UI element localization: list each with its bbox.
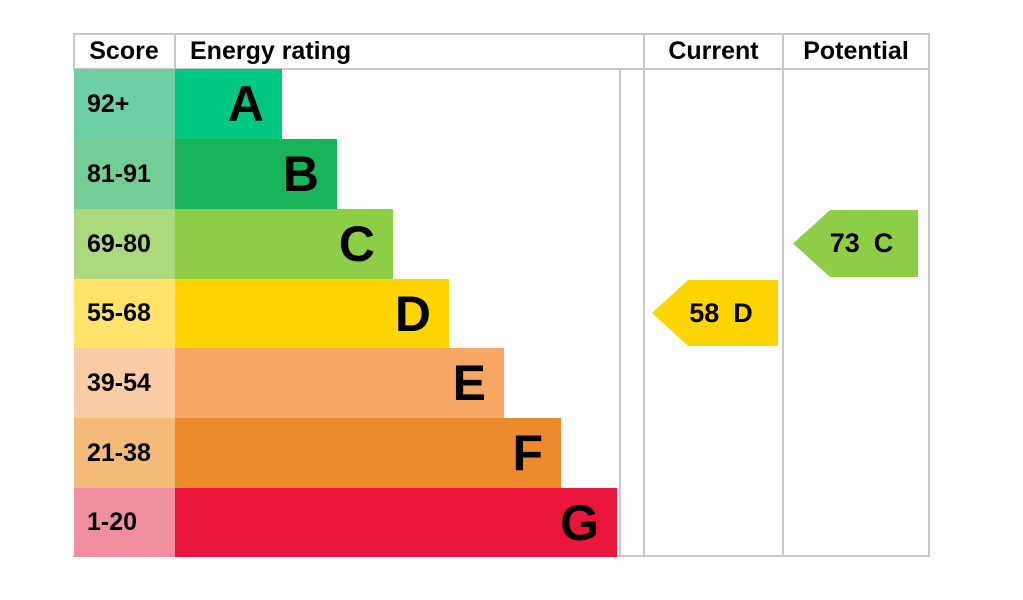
band-letter: F: [512, 425, 543, 481]
header-bottom-border: [73, 68, 930, 70]
score-range-label: 1-20: [87, 508, 138, 536]
score-column-divider: [174, 33, 176, 70]
current-rating-value: 58: [689, 297, 720, 328]
band-bar-f: F: [175, 418, 561, 488]
band-bar-b: B: [175, 139, 337, 209]
score-range-cell-d: 55-68: [74, 279, 175, 348]
score-range-label: 81-91: [87, 159, 151, 188]
band-bar-e: E: [175, 348, 504, 418]
energy-rating-column-header: Energy rating: [190, 37, 352, 65]
score-range-cell-a: 92+: [74, 69, 175, 139]
table-right-border: [928, 33, 930, 557]
current-rating-band: D: [733, 297, 753, 328]
potential-rating-label: 73 C: [793, 210, 918, 277]
current-rating-label: 58 D: [652, 280, 778, 346]
band-bar-a: A: [175, 69, 282, 139]
current-potential-divider: [782, 33, 784, 557]
score-range-label: 55-68: [87, 299, 151, 327]
current-arrow-shape: [652, 280, 778, 346]
score-column-header: Score: [89, 37, 159, 65]
score-range-cell-c: 69-80: [74, 209, 175, 279]
band-letter: D: [394, 285, 431, 342]
table-left-border: [73, 33, 75, 70]
table-top-border: [73, 33, 930, 35]
chart-area-right-divider: [619, 69, 621, 557]
band-letter: G: [560, 494, 599, 551]
band-bar-d: D: [175, 279, 449, 348]
score-range-label: 21-38: [87, 438, 151, 467]
band-letter: E: [452, 355, 486, 411]
band-letter: C: [338, 216, 375, 272]
potential-rating-band: C: [873, 228, 894, 258]
score-range-cell-b: 81-91: [74, 139, 175, 209]
score-range-cell-e: 39-54: [74, 348, 175, 418]
potential-arrow-shape: [793, 210, 918, 277]
score-range-label: 92+: [87, 89, 130, 118]
score-range-cell-f: 21-38: [74, 418, 175, 488]
current-rating-arrow: 58 D: [652, 280, 778, 346]
band-letter: A: [227, 76, 264, 132]
score-range-label: 69-80: [87, 229, 151, 258]
band-bar-g: G: [175, 488, 617, 557]
potential-column-header: Potential: [803, 37, 909, 65]
current-column-left-divider: [643, 33, 645, 557]
score-range-cell-g: 1-20: [74, 488, 175, 557]
band-letter: B: [282, 146, 319, 202]
potential-rating-value: 73: [829, 228, 860, 258]
potential-rating-arrow: 73 C: [793, 210, 918, 277]
score-range-label: 39-54: [87, 368, 151, 397]
band-bar-c: C: [175, 209, 393, 279]
current-column-header: Current: [668, 37, 759, 65]
